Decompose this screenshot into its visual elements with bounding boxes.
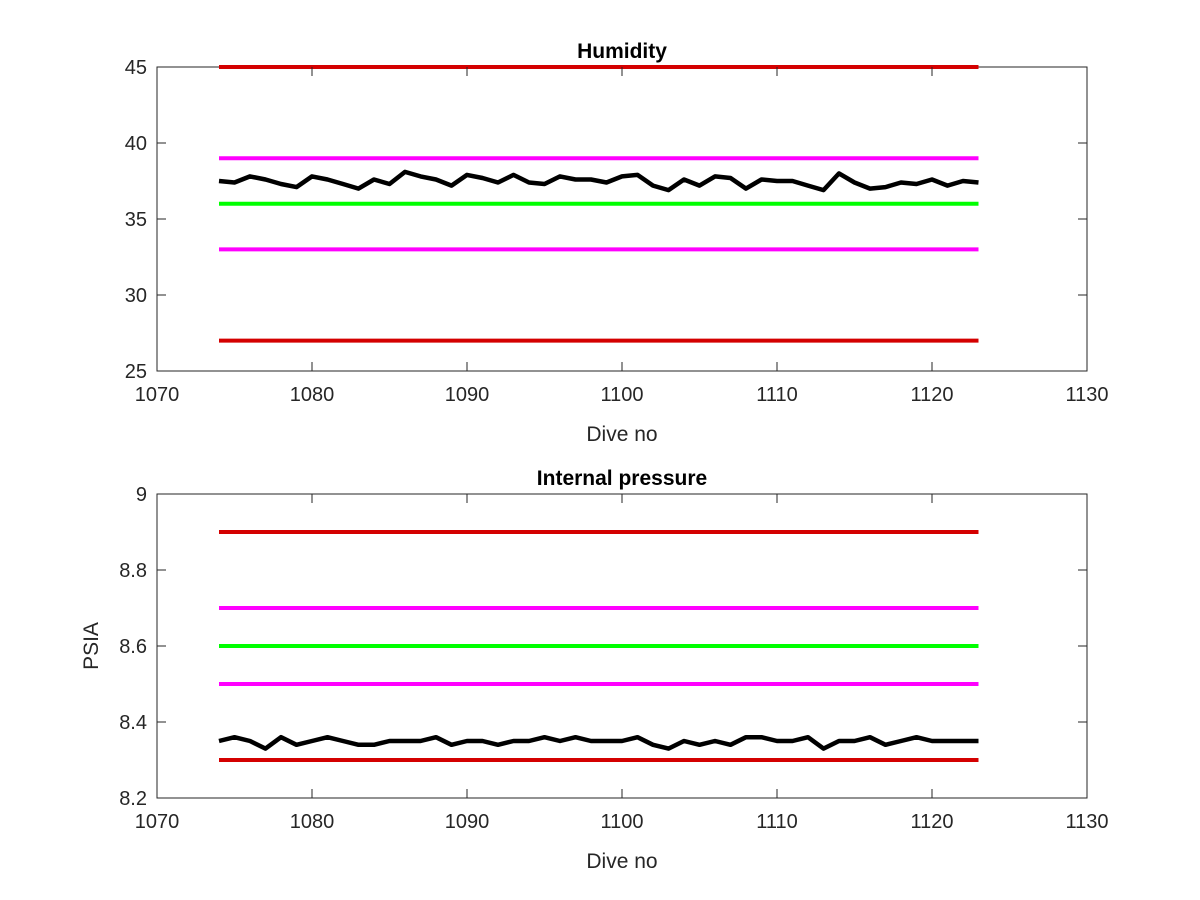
humidity-panel: 1070 1080 1090 1100 1110 1120 1130 2530354045 … (125, 40, 1109, 446)
humidity-title: Humidity (577, 40, 667, 63)
humidity-x-tick-label: 1100 (600, 384, 643, 406)
pressure-x-tick-label: 1120 (910, 811, 953, 833)
pressure-x-tick-label: 1130 (1065, 811, 1108, 833)
humidity-x-tick-label: 1110 (756, 384, 798, 406)
pressure-x-axis-label: Dive no (586, 850, 657, 873)
humidity-y-tick-label: 25 (125, 361, 147, 383)
humidity-y-tick-label: 45 (125, 57, 147, 79)
pressure-measured-series-line (218, 734, 979, 751)
humidity-y-ticks: 25 30 35 40 45 (125, 57, 1087, 383)
humidity-measured-series-line (218, 169, 979, 193)
humidity-y-tick-label: 40 (125, 133, 147, 155)
humidity-x-tick-label: 1120 (910, 384, 953, 406)
pressure-x-tick-label: 1110 (756, 811, 798, 833)
pressure-x-ticks: 1070 1080 1090 1100 1110 1120 1130 (135, 494, 1109, 833)
humidity-x-tick-label: 1130 (1065, 384, 1108, 406)
pressure-x-tick-label: 1100 (600, 811, 643, 833)
pressure-x-tick-label: 1070 (135, 811, 180, 833)
humidity-x-ticks: 1070 1080 1090 1100 1110 1120 1130 (135, 67, 1109, 406)
humidity-series-layer (218, 65, 979, 343)
pressure-series-layer (218, 530, 979, 762)
pressure-y-ticks: 8.2 8.4 8.6 8.8 9 (119, 484, 1087, 810)
internal-pressure-panel: 1070 1080 1090 1100 1110 1120 1130 8.28.48.68.… (80, 467, 1109, 873)
humidity-y-tick-label: 35 (125, 209, 147, 231)
humidity-x-tick-label: 1080 (290, 384, 335, 406)
pressure-y-tick-label: 8.6 (119, 636, 147, 658)
humidity-x-tick-label: 1070 (135, 384, 180, 406)
pressure-y-axis-label: PSIA (80, 622, 103, 670)
pressure-x-tick-label: 1090 (445, 811, 490, 833)
humidity-axes-frame (156, 66, 1088, 372)
pressure-y-tick-label: 8.4 (119, 712, 147, 734)
pressure-y-tick-label: 8.8 (119, 560, 147, 582)
humidity-x-tick-label: 1090 (445, 384, 490, 406)
humidity-y-tick-label: 30 (125, 285, 147, 307)
pressure-y-tick-label: 9 (136, 484, 147, 506)
pressure-y-tick-label: 8.2 (119, 788, 147, 810)
pressure-x-tick-label: 1080 (290, 811, 335, 833)
pressure-title: Internal pressure (537, 467, 707, 490)
humidity-x-axis-label: Dive no (586, 423, 657, 446)
